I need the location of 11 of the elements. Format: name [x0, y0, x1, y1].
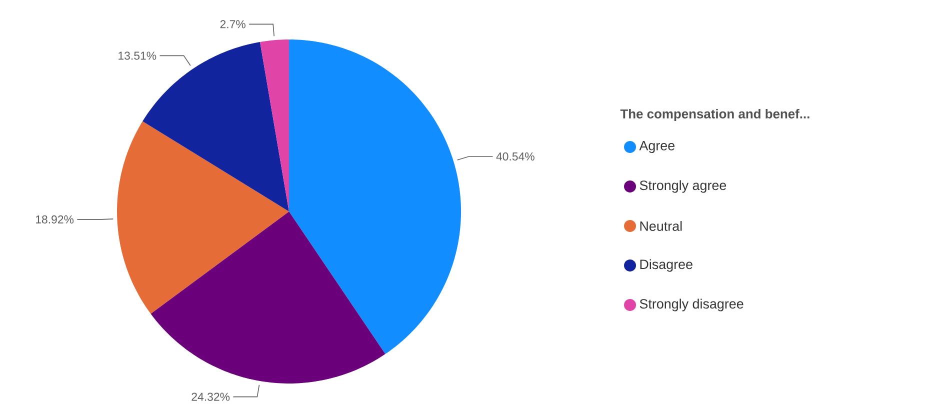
- legend-label: Strongly disagree: [640, 298, 744, 312]
- data-label: 13.51%: [118, 52, 156, 60]
- data-label: 2.7%: [220, 20, 246, 28]
- legend-label: Neutral: [640, 221, 682, 231]
- data-label: 24.32%: [192, 392, 230, 401]
- data-label: 18.92%: [36, 215, 74, 224]
- legend-title: The compensation and benef...: [620, 108, 810, 122]
- data-label: 40.54%: [496, 152, 534, 161]
- legend-label: Disagree: [640, 259, 692, 272]
- legend-label: Strongly agree: [640, 180, 726, 193]
- legend-label: Agree: [639, 140, 675, 154]
